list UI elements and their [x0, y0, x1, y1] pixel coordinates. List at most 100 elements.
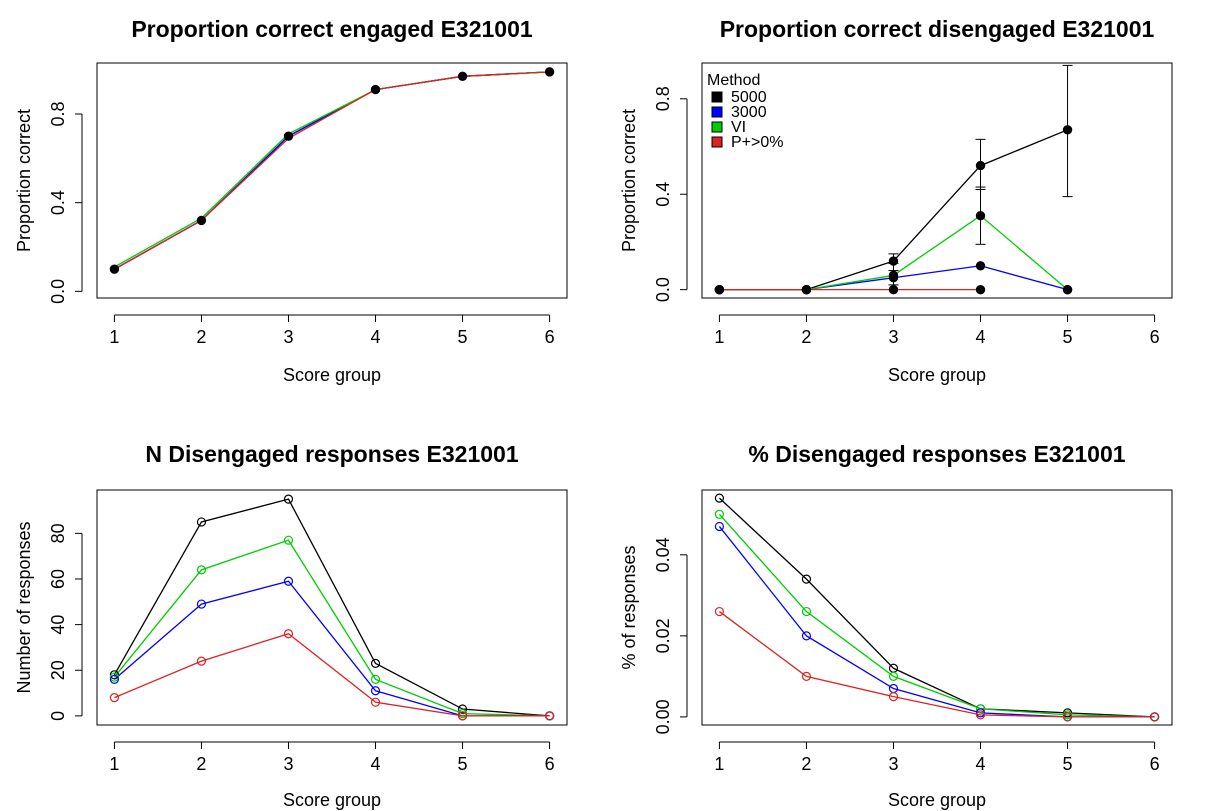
data-point [370, 84, 381, 95]
data-point [888, 284, 899, 295]
data-point [714, 493, 725, 503]
y-tick-label: 40 [48, 615, 68, 635]
chart-title: Proportion correct engaged E321001 [131, 16, 533, 42]
y-tick-label: 0 [48, 711, 68, 721]
x-axis-label: Score group [283, 790, 381, 810]
data-point [801, 284, 812, 295]
data-point [975, 284, 986, 295]
x-tick-label: 4 [976, 754, 986, 774]
x-tick-label: 3 [283, 327, 293, 347]
data-point [714, 509, 725, 519]
chart-panel-3: N Disengaged responses E321001 1 2 3 4 5 6 Scor… [14, 441, 568, 810]
y-axis-label: Proportion correct [14, 109, 34, 252]
legend-swatch [711, 121, 723, 133]
series-line-1 [718, 497, 1155, 718]
series-line-3 [113, 580, 550, 717]
data-point [714, 606, 725, 617]
series-line-2 [114, 71, 550, 270]
data-point [801, 631, 812, 641]
x-axis-label: Score group [888, 365, 986, 385]
legend-swatch [711, 106, 723, 118]
data-point [283, 535, 294, 545]
data-point [457, 708, 468, 719]
data-point [975, 210, 986, 221]
data-point [283, 629, 294, 639]
y-tick-label: 80 [48, 523, 68, 543]
y-tick-label: 0.0 [48, 279, 68, 304]
data-point [714, 284, 725, 295]
legend-label: 5000 [731, 89, 767, 106]
data-point [283, 576, 294, 586]
chart-panel-4: % Disengaged responses E321001 1 2 3 4 5 6 Scor… [619, 441, 1173, 810]
y-tick-label: 0.02 [653, 618, 673, 653]
data-point [370, 674, 381, 684]
data-point [196, 215, 207, 226]
x-tick-label: 3 [888, 327, 898, 347]
data-point [975, 704, 986, 714]
data-point [283, 131, 294, 141]
y-axis-label: Number of responses [14, 521, 34, 693]
data-point [457, 704, 468, 714]
legend-title: Method [707, 72, 760, 89]
legend-label: VI [731, 119, 746, 136]
x-axis-label: Score group [283, 365, 381, 385]
y-tick-label: 0.8 [653, 86, 673, 111]
data-point [370, 697, 381, 707]
chart-title: N Disengaged responses E321001 [145, 441, 518, 467]
x-tick-label: 6 [545, 754, 555, 774]
x-tick-label: 6 [1150, 754, 1160, 774]
data-point [1062, 712, 1073, 722]
x-tick-label: 2 [196, 754, 206, 774]
series-line-2 [113, 539, 550, 717]
y-tick-label: 0.00 [653, 699, 673, 734]
x-tick-label: 1 [714, 327, 724, 347]
plot-frame [701, 62, 1173, 299]
data-point [283, 494, 294, 504]
data-point [109, 693, 120, 703]
legend-swatch [711, 91, 723, 103]
y-tick-label: 0.04 [653, 537, 673, 572]
series-line-1 [113, 498, 550, 717]
x-tick-label: 3 [283, 754, 293, 774]
x-tick-label: 1 [109, 754, 119, 774]
y-axis-label: % of responses [619, 545, 639, 669]
data-point [975, 710, 986, 720]
plot-frame [96, 489, 568, 726]
chart-panel-2: Proportion correct disengaged E321001 1 2 3… [619, 16, 1173, 385]
x-tick-label: 2 [801, 327, 811, 347]
x-tick-label: 2 [196, 327, 206, 347]
data-point [196, 599, 207, 609]
data-point [888, 256, 899, 266]
x-tick-label: 6 [545, 327, 555, 347]
legend-label: P+>0% [731, 134, 783, 151]
data-point [109, 672, 120, 682]
data-point [457, 71, 468, 82]
series-line-3 [114, 71, 550, 268]
y-axis-label: Proportion correct [619, 109, 639, 252]
data-point [975, 160, 986, 171]
chart-title: % Disengaged responses E321001 [748, 441, 1125, 467]
y-tick-label: 0.4 [653, 182, 673, 207]
data-point [196, 656, 207, 666]
series-line-1 [114, 71, 550, 270]
data-point [109, 264, 120, 274]
x-tick-label: 6 [1150, 327, 1160, 347]
data-point [196, 565, 207, 575]
plot-frame [701, 489, 1173, 726]
data-point [888, 270, 899, 281]
y-tick-label: 0.8 [48, 101, 68, 126]
y-tick-label: 60 [48, 569, 68, 589]
x-tick-label: 5 [458, 754, 468, 774]
chart-panel-1: Proportion correct engaged E321001 1 2 3 4 5 6… [14, 16, 568, 385]
x-axis-label: Score group [888, 790, 986, 810]
data-point [370, 658, 381, 668]
legend-label: 3000 [731, 104, 767, 121]
x-tick-label: 4 [371, 327, 381, 347]
chart-title: Proportion correct disengaged E321001 [720, 16, 1155, 42]
data-point [1062, 125, 1073, 135]
data-point [544, 711, 555, 721]
data-point [1149, 712, 1160, 722]
series-line-4 [114, 633, 550, 717]
data-point [888, 671, 899, 681]
